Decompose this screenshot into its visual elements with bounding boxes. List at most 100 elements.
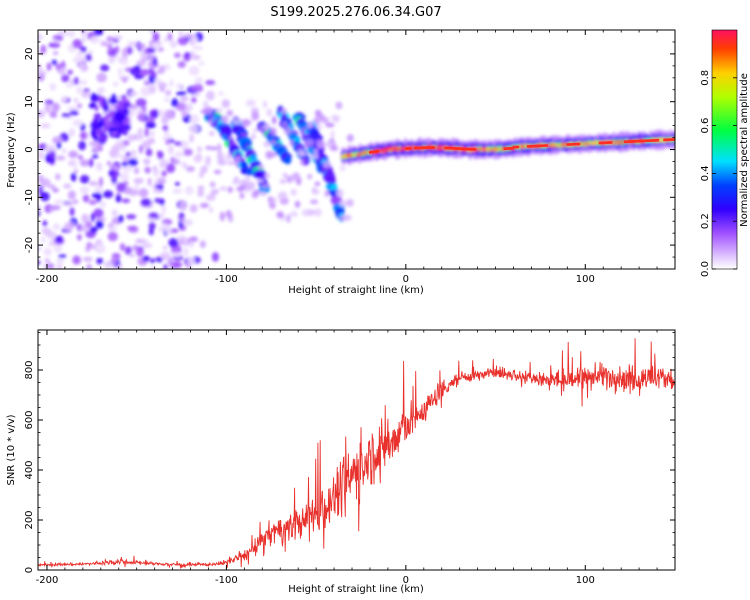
spectrogram-cell [171,98,179,107]
spectrogram-cell [271,115,277,125]
spectrogram-cell [38,151,45,160]
spectrogram-peak [408,147,412,150]
spectrogram-cell [145,121,156,129]
spectrogram-cell [205,80,216,86]
spectrogram-cell [261,184,269,189]
spectrogram-cell [163,263,168,269]
spectrogram-peak [632,140,636,143]
spectrogram-peak [465,147,470,151]
spectrogram-cell [58,66,66,76]
spectrogram-cell [300,159,305,166]
spectrogram-cell [311,188,320,195]
spectrogram-cell [168,238,179,248]
spectrogram-cell [128,253,136,258]
spectrogram-cell [112,81,119,87]
spectrogram-cell [174,141,182,146]
spectrogram-peak [630,140,635,143]
spectrogram-x-tick-label: -100 [215,274,238,285]
spectrogram-peak [464,147,468,151]
spectrogram-cell [289,139,294,147]
spectrogram-cell [199,240,207,249]
spectrogram-cell [346,134,354,143]
spectrogram-x-tick-label: 100 [576,274,595,285]
snr-x-tick-label: 100 [576,575,595,586]
spectrogram-peak [672,138,675,141]
spectrogram-peak [514,145,518,149]
spectrogram-cell [227,136,234,141]
spectrogram-cell [88,199,97,205]
spectrogram-peak [607,141,611,144]
spectrogram-cell [265,150,274,160]
spectrogram-cell [129,91,138,96]
spectrogram-cell [227,186,233,193]
spectrogram-peak [539,144,543,148]
spectrogram-cell [286,175,293,184]
spectrogram-cell [136,247,144,257]
spectrogram-cell [114,134,121,139]
spectrogram-peak [654,139,658,142]
spectrogram-cell [185,102,193,110]
colorbar-tick-label: 0.4 [700,165,711,181]
spectrogram-cell [179,200,187,211]
spectrogram-cell [279,179,287,184]
spectrogram-x-axis: -200 -100 0 100 [36,30,676,285]
snr-x-tick-label: -200 [36,575,59,586]
spectrogram-cell [251,190,259,199]
spectrogram-peak [505,147,509,150]
spectrogram-cell [165,109,174,120]
spectrogram-cell [294,200,301,208]
spectrogram-peak [665,138,669,142]
spectrogram-cell [69,266,75,269]
spectrogram-cell [135,98,147,108]
spectrogram-cell [72,255,81,265]
spectrogram-cell [227,161,234,166]
spectrogram-cell [79,61,85,71]
spectrogram-cell [135,238,146,244]
spectrogram-cell [190,87,198,92]
spectrogram-peak [419,146,423,150]
spectrogram-cell [285,214,291,223]
spectrogram-cell [72,39,83,49]
spectrogram-cell [219,211,225,222]
spectrogram-cell [94,184,103,195]
spectrogram-cell [205,155,211,163]
spectrogram-cell [316,113,325,122]
spectrogram-cell [46,262,55,269]
spectrogram-cell [339,164,346,172]
spectrogram-cell [271,197,277,204]
spectrogram-cell [100,64,110,72]
spectrogram-cell [301,208,310,217]
spectrogram-cell [198,171,205,178]
spectrogram-cell [188,125,199,133]
colorbar-gradient [711,29,738,270]
spectrogram-cell [215,107,223,114]
spectrogram-cell [189,236,199,243]
spectrogram-cell [264,172,270,180]
spectrogram-cell [127,225,138,231]
snr-y-tick-label: 0 [24,567,35,573]
snr-x-tick-label: -100 [215,575,238,586]
spectrogram-peak [446,146,450,150]
spectrogram-cell [147,137,156,145]
spectrogram-peak [526,145,531,148]
spectrogram-peak [645,139,649,143]
spectrogram-cell [309,199,319,205]
spectrogram-cell [150,257,155,264]
spectrogram-cell [195,153,203,163]
snr-y-axis-title: SNR (10 * v/v) [6,414,17,485]
spectrogram-cell [148,84,157,94]
spectrogram-cell [199,202,210,208]
spectrogram-peak [413,146,417,150]
spectrogram-cell [154,198,162,204]
spectrogram-cell [165,134,173,140]
spectrogram-cell [107,231,118,242]
spectrogram-cell [267,196,274,204]
spectrogram-peak [462,147,466,151]
spectrogram-cell [38,33,43,42]
spectrogram-core [368,138,675,154]
spectrogram-cell [72,199,79,204]
spectrogram-cell [97,87,106,94]
spectrogram-cell [251,133,256,140]
spectrogram-cell [208,119,213,125]
spectrogram-cell [225,152,232,161]
